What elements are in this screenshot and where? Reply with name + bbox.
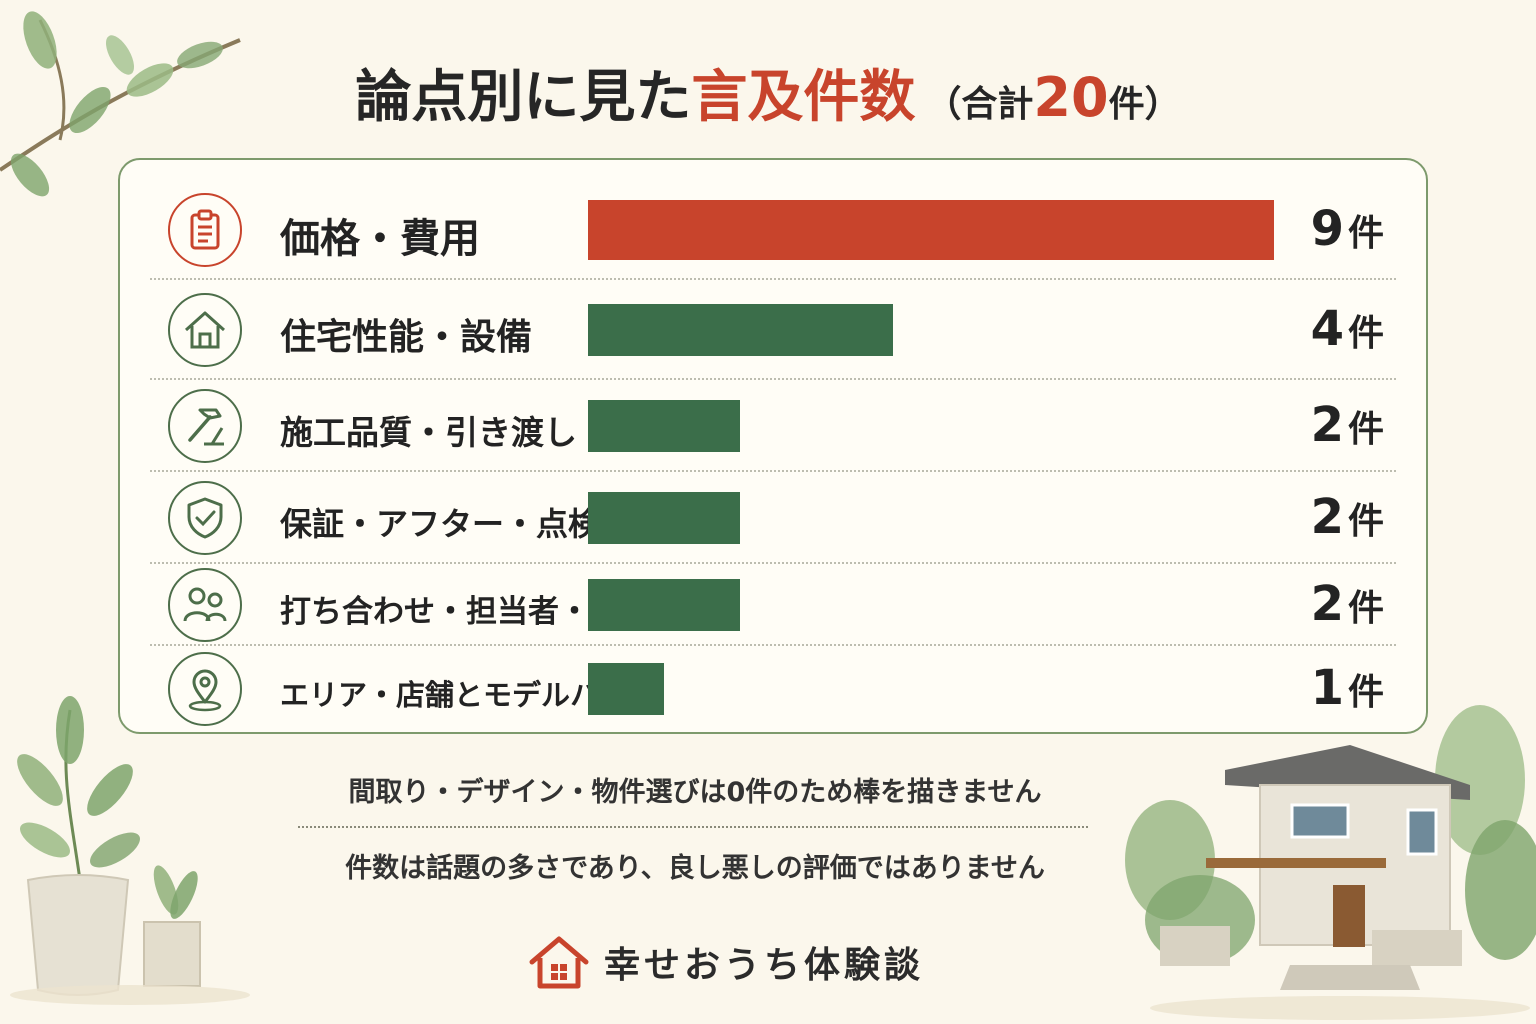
title-total-close: 件） <box>1108 84 1181 125</box>
house-logo-icon <box>529 936 589 989</box>
note-divider <box>298 826 1088 828</box>
bar <box>588 579 741 631</box>
clipboard-icon <box>168 193 242 267</box>
row-divider <box>150 278 1396 280</box>
bar <box>588 200 1274 260</box>
category-label: 住宅性能・設備 <box>280 317 533 359</box>
people-icon <box>168 568 242 642</box>
shield-check-icon <box>168 481 242 555</box>
house-illustration <box>1125 705 1536 1020</box>
chart-row: 住宅性能・設備 4 件 <box>120 280 1426 380</box>
data-label-value: 4 <box>1310 301 1344 357</box>
row-divider <box>150 562 1396 564</box>
data-label-unit: 件 <box>1347 501 1384 542</box>
bar <box>588 304 893 356</box>
chart-title: 論点別に見た 言及件数 （合計 20 件） <box>0 52 1536 152</box>
data-label-unit: 件 <box>1347 588 1384 629</box>
row-divider <box>150 378 1396 380</box>
category-label: 施工品質・引き渡し <box>280 413 577 453</box>
category-label: 価格・費用 <box>280 216 480 262</box>
hammer-icon <box>168 389 242 463</box>
leaf-branch-illustration <box>0 11 241 197</box>
title-total-open: （合計 <box>925 84 1034 125</box>
chart-row: エリア・店舗とモデルハウス 1 件 <box>120 646 1426 732</box>
data-label-unit: 件 <box>1347 672 1384 713</box>
brand-name: 幸せおうち体験談 <box>604 945 925 986</box>
chart-row: 価格・費用 9 件 <box>120 180 1426 280</box>
bar <box>588 663 665 715</box>
bar-chart-panel: 価格・費用 9 件住宅性能・設備 4 件施工品質・引き渡し 2 件保証・アフター・点検 2 件打… <box>118 158 1428 734</box>
data-label-unit: 件 <box>1347 213 1384 254</box>
data-label-value: 9 <box>1310 201 1344 257</box>
data-label-value: 2 <box>1310 576 1344 632</box>
data-label-value: 1 <box>1310 660 1344 716</box>
data-label-unit: 件 <box>1347 313 1384 354</box>
house-icon <box>168 293 242 367</box>
category-label: 保証・アフター・点検 <box>280 504 601 543</box>
title-total-number: 20 <box>1033 66 1109 129</box>
title-main: 論点別に見た <box>355 65 692 130</box>
data-label-value: 2 <box>1310 489 1344 545</box>
potted-plants-illustration <box>10 696 250 1005</box>
row-divider <box>150 644 1396 646</box>
row-divider <box>150 470 1396 472</box>
note-zero-categories: 間取り・デザイン・物件選びは0件のため棒を描きません <box>348 777 1042 808</box>
chart-row: 保証・アフター・点検 2 件 <box>120 472 1426 564</box>
data-label-value: 2 <box>1310 397 1344 453</box>
bar <box>588 492 741 544</box>
note-disclaimer: 件数は話題の多さであり、良し悪しの評価ではありません <box>345 853 1045 884</box>
location-pin-icon <box>168 652 242 726</box>
bar <box>588 400 741 452</box>
data-label-unit: 件 <box>1347 409 1384 450</box>
title-accent: 言及件数 <box>691 65 916 130</box>
brand-logo: 幸せおうち体験談 <box>528 930 924 994</box>
chart-row: 打ち合わせ・担当者・契約 2 件 <box>120 564 1426 646</box>
chart-row: 施工品質・引き渡し 2 件 <box>120 380 1426 472</box>
